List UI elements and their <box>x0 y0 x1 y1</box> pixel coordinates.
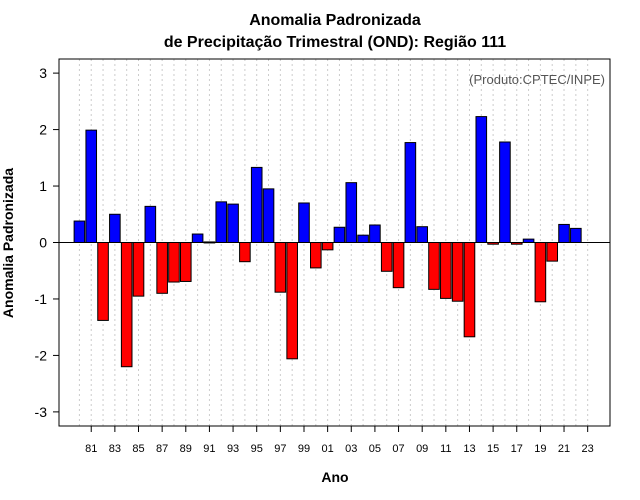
bar-97 <box>274 242 287 293</box>
y-axis: -3 -2 -1 0 1 2 3 <box>35 65 59 420</box>
bar-05 <box>369 224 381 243</box>
bar-04 <box>357 234 369 244</box>
x-tick-label: 21 <box>558 443 570 455</box>
bar-88 <box>168 242 180 283</box>
bar-87 <box>156 242 168 294</box>
x-tick-label: 13 <box>463 443 475 455</box>
bar-01 <box>321 242 334 251</box>
x-tick-label: 03 <box>345 443 357 455</box>
x-tick-label: 23 <box>582 443 594 455</box>
bar-86 <box>144 205 157 243</box>
bar-10 <box>428 242 440 290</box>
bar-22 <box>570 227 582 243</box>
bar-94 <box>239 242 251 263</box>
y-tick-label: -1 <box>35 291 48 307</box>
x-tick-label: 19 <box>534 443 546 455</box>
chart-title-line1: Anomalia Padronizada <box>249 12 421 29</box>
y-tick-label: 3 <box>39 65 47 81</box>
x-tick-label: 85 <box>132 443 144 455</box>
x-tick-label: 97 <box>274 443 286 455</box>
x-tick-label: 01 <box>322 443 334 455</box>
chart-annotation: (Produto:CPTEC/INPE) <box>469 72 605 87</box>
y-axis-label: Anomalia Padronizada <box>0 168 16 318</box>
bar-14 <box>475 116 488 243</box>
y-tick-label: 1 <box>39 178 47 194</box>
bar-08 <box>404 142 417 243</box>
bars <box>73 116 582 368</box>
y-tick-label: 0 <box>39 235 47 251</box>
bar-98 <box>286 242 298 360</box>
bar-80 <box>73 220 86 244</box>
x-tick-label: 83 <box>109 443 121 455</box>
bar-85 <box>132 242 145 297</box>
bar-92 <box>215 201 228 243</box>
x-tick-label: 91 <box>203 443 215 455</box>
bar-12 <box>451 242 464 302</box>
chart-title-line2: de Precipitação Trimestral (OND): Região… <box>164 34 506 51</box>
bar-20 <box>546 242 559 262</box>
bar-82 <box>97 242 109 321</box>
y-tick-label: 2 <box>39 122 47 138</box>
bar-84 <box>120 242 133 368</box>
x-tick-label: 81 <box>85 443 97 455</box>
x-tick-label: 09 <box>416 443 428 455</box>
bar-96 <box>262 188 275 244</box>
bar-83 <box>109 213 121 243</box>
bar-89 <box>179 242 192 282</box>
x-tick-label: 93 <box>227 443 239 455</box>
bar-03 <box>345 182 358 244</box>
x-tick-label: 17 <box>511 443 523 455</box>
x-tick-label: 11 <box>440 443 451 455</box>
x-tick-label: 05 <box>369 443 381 455</box>
bar-06 <box>380 242 393 272</box>
bar-16 <box>499 141 511 243</box>
bar-93 <box>227 203 239 243</box>
bar-18 <box>522 238 535 243</box>
bar-00 <box>310 242 322 269</box>
bar-21 <box>558 223 570 244</box>
x-tick-label: 07 <box>392 443 404 455</box>
x-tick-label: 89 <box>180 443 192 455</box>
x-tick-label: 87 <box>156 443 168 455</box>
bar-09 <box>416 226 428 243</box>
bar-07 <box>392 242 405 289</box>
y-tick-label: -3 <box>35 404 48 420</box>
bar-90 <box>191 233 204 243</box>
bar-19 <box>534 242 547 303</box>
x-axis-label: Ano <box>321 469 348 485</box>
x-tick-label: 95 <box>251 443 263 455</box>
bar-95 <box>250 166 263 244</box>
bar-11 <box>440 242 452 299</box>
y-tick-label: -2 <box>35 347 48 363</box>
bar-99 <box>298 202 310 244</box>
bar-02 <box>333 226 346 244</box>
x-tick-label: 15 <box>487 443 499 455</box>
bar-81 <box>85 129 98 243</box>
x-axis: 81 83 85 87 89 91 93 95 97 99 01 03 05 07 09 11 13 15 17 19… <box>85 426 594 455</box>
x-tick-label: 99 <box>298 443 310 455</box>
bar-13 <box>463 242 476 338</box>
